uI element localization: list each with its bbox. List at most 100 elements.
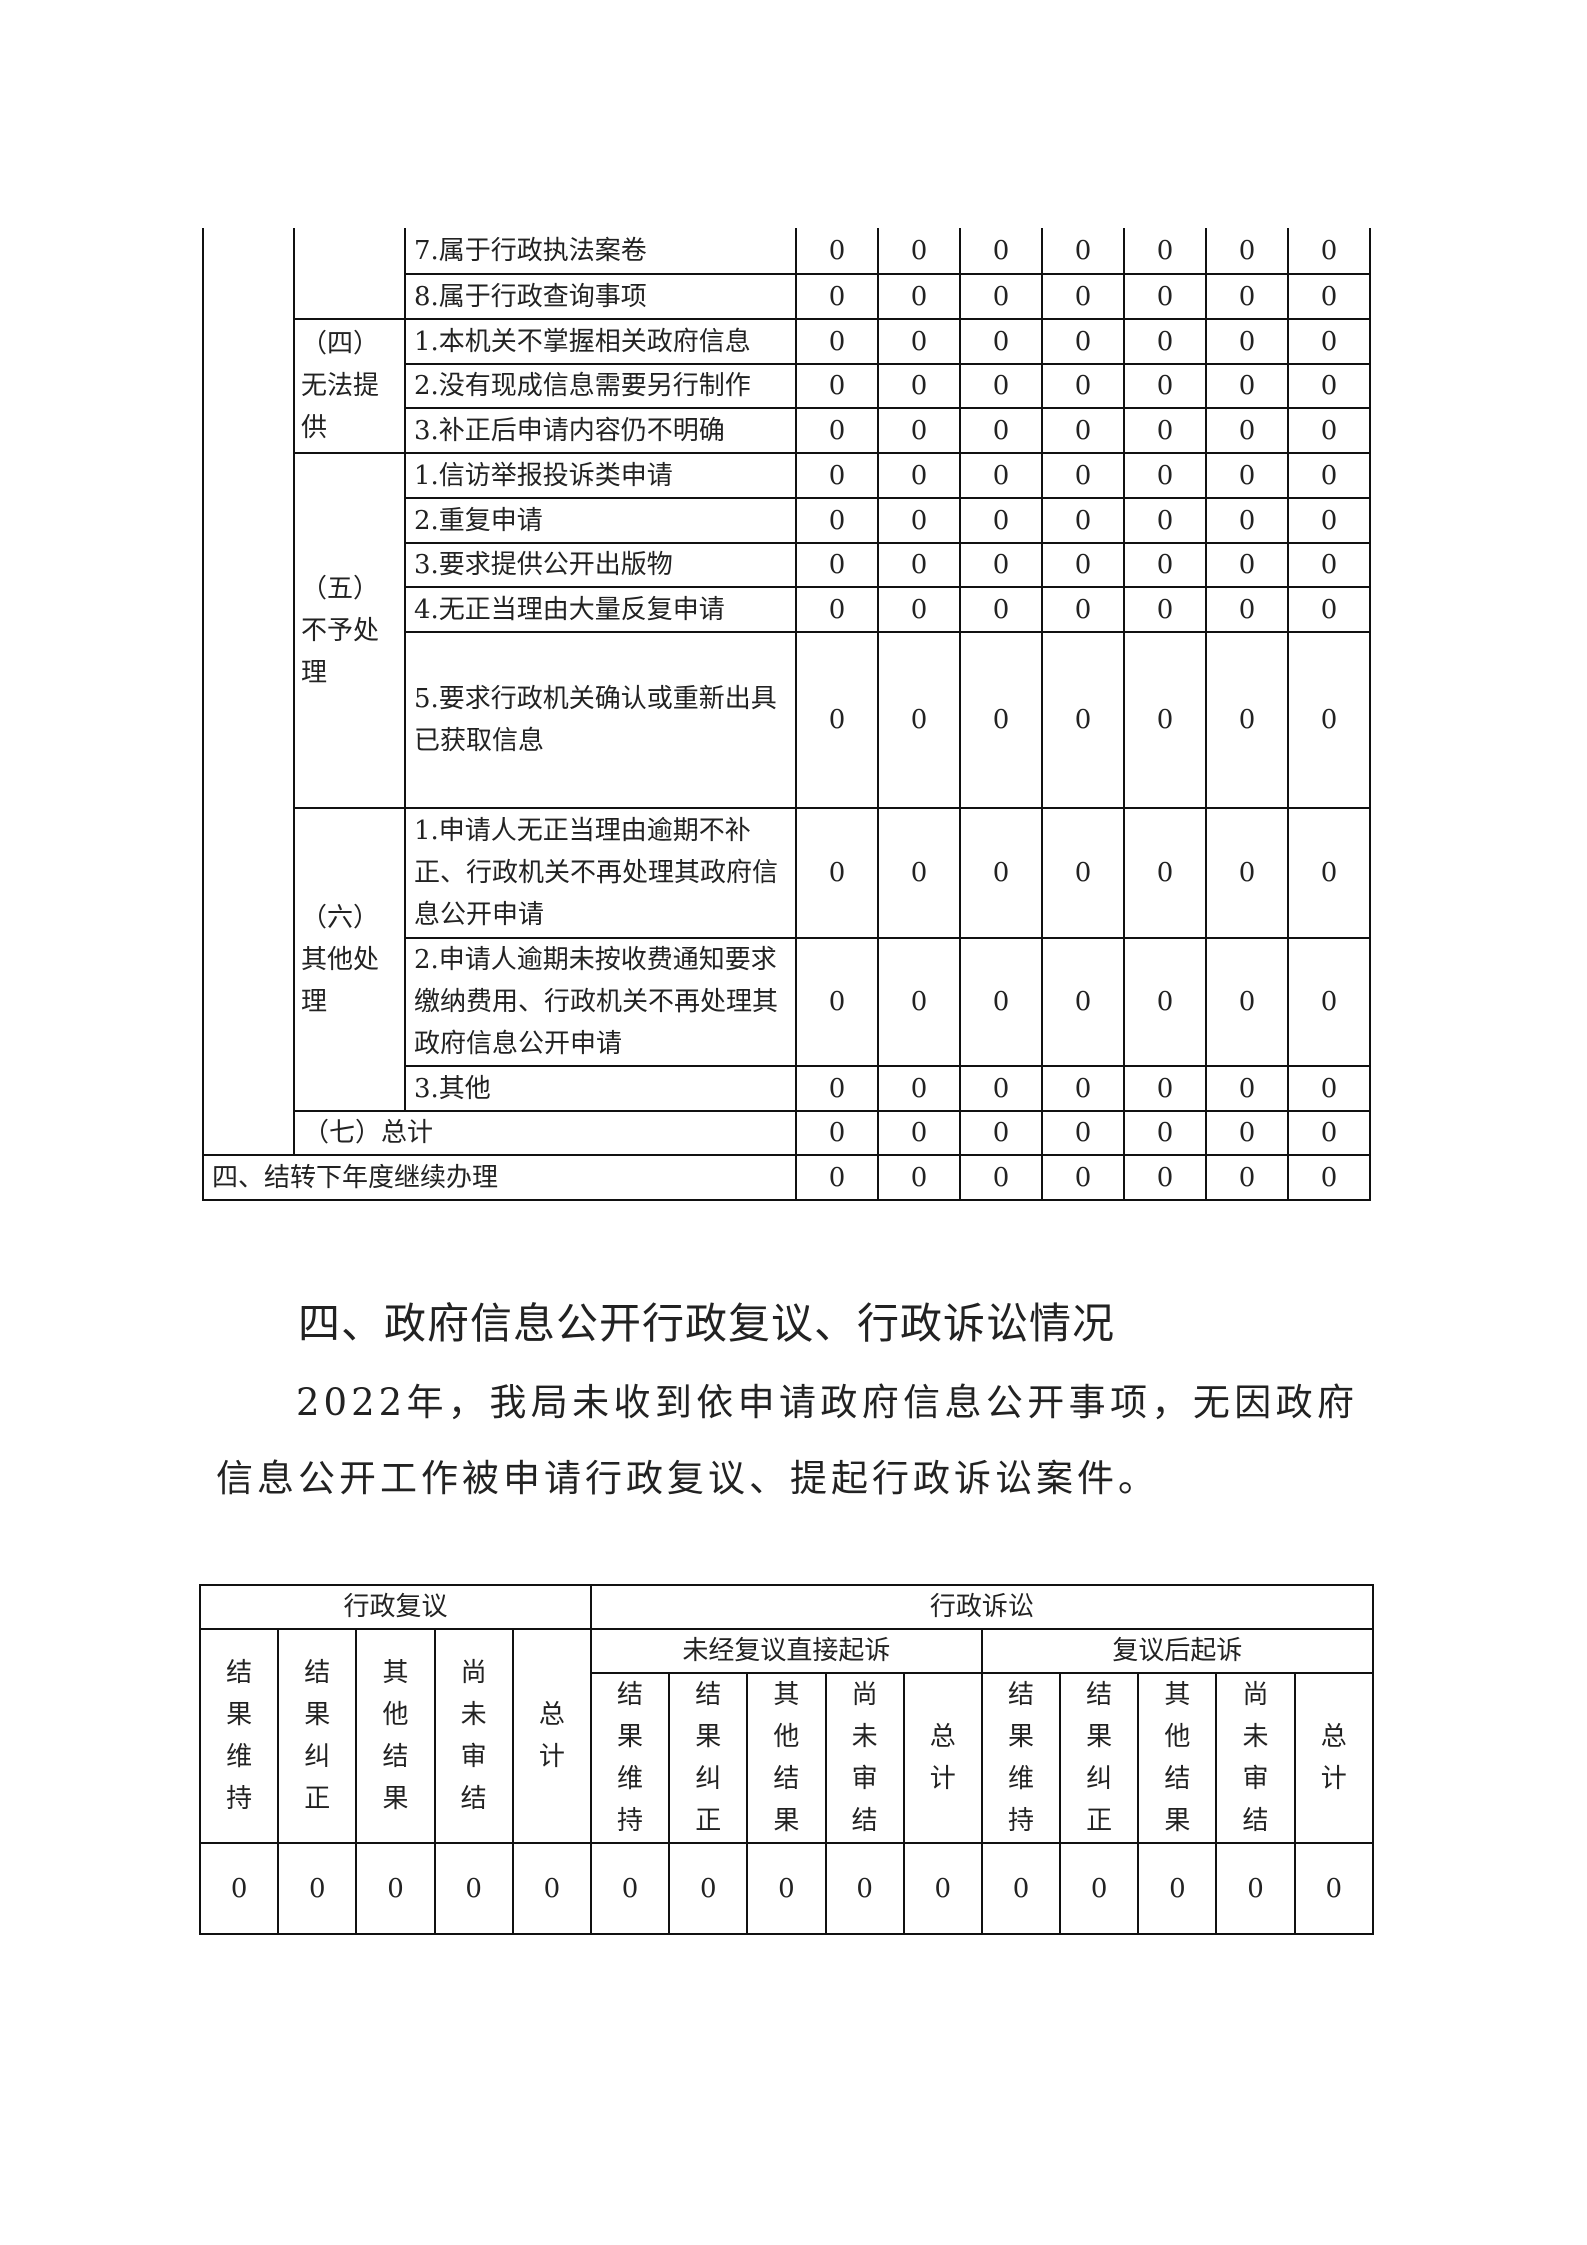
value-cell: 0	[1041, 228, 1125, 275]
litigation-col-header: 结果维持	[589, 1672, 671, 1844]
value-cell: 0	[1123, 1065, 1207, 1112]
value-cell: 0	[1041, 452, 1125, 499]
value-cell: 0	[746, 1842, 827, 1935]
value-cell: 0	[355, 1842, 436, 1935]
litigation-col-header: 结果维持	[980, 1672, 1062, 1844]
review-col-header: 尚未审结	[433, 1628, 514, 1844]
value-cell: 0	[1123, 807, 1207, 939]
row-label: 1.申请人无正当理由逾期不补正、行政机关不再处理其政府信息公开申请	[404, 807, 797, 939]
value-cell: 0	[1205, 363, 1289, 409]
value-cell: 0	[1123, 363, 1207, 409]
value-cell: 0	[795, 407, 879, 454]
value-cell: 0	[959, 937, 1043, 1067]
value-cell: 0	[668, 1842, 749, 1935]
value-cell: 0	[1041, 273, 1125, 320]
value-cell: 0	[1123, 497, 1207, 544]
row-label: 4.无正当理由大量反复申请	[404, 586, 797, 633]
value-cell: 0	[1293, 1842, 1374, 1935]
litigation-col-header: 其他结果	[746, 1672, 827, 1844]
value-cell: 0	[1287, 807, 1371, 939]
litigation-col-header: 总计	[902, 1672, 983, 1844]
value-cell: 0	[877, 497, 961, 544]
value-cell: 0	[1123, 452, 1207, 499]
value-cell: 0	[877, 228, 961, 275]
value-cell: 0	[1205, 497, 1289, 544]
value-cell: 0	[877, 807, 961, 939]
col-header-text: 总计	[1320, 1722, 1347, 1794]
value-cell: 0	[877, 542, 961, 588]
col-header-text: 其他结果	[382, 1658, 409, 1814]
row-label: 7.属于行政执法案卷	[404, 228, 797, 275]
value-cell: 0	[795, 452, 879, 499]
value-cell: 0	[959, 1065, 1043, 1112]
header-suit-after-review: 复议后起诉	[980, 1628, 1374, 1674]
table-row: 2.没有现成信息需要另行制作 0 0 0 0 0 0 0	[203, 363, 1371, 409]
value-cell: 0	[1287, 1154, 1371, 1201]
value-cell: 0	[959, 318, 1043, 365]
table-row: 3.其他 0 0 0 0 0 0 0	[203, 1065, 1371, 1112]
value-cell: 0	[795, 1110, 879, 1156]
value-cell: 0	[959, 631, 1043, 809]
value-cell: 0	[1205, 807, 1289, 939]
value-cell: 0	[877, 586, 961, 633]
row-label: 2.申请人逾期未按收费通知要求缴纳费用、行政机关不再处理其政府信息公开申请	[404, 937, 797, 1067]
table-row: 2.重复申请 0 0 0 0 0 0 0	[203, 497, 1371, 544]
value-cell: 0	[795, 497, 879, 544]
review-col-header: 结果维持	[198, 1628, 280, 1844]
value-cell: 0	[795, 1065, 879, 1112]
col-header-text: 总计	[929, 1722, 956, 1794]
value-cell: 0	[1041, 1154, 1125, 1201]
value-cell: 0	[1287, 937, 1371, 1067]
col-header-text: 结果纠正	[1086, 1680, 1113, 1836]
col-header-text: 其他结果	[1164, 1680, 1191, 1836]
value-cell: 0	[959, 586, 1043, 633]
category-five: （五）不予处理	[293, 452, 406, 809]
value-cell: 0	[795, 1154, 879, 1201]
value-cell: 0	[1205, 1154, 1289, 1201]
value-cell: 0	[1123, 542, 1207, 588]
value-cell: 0	[1123, 586, 1207, 633]
value-cell: 0	[877, 273, 961, 320]
value-cell: 0	[795, 586, 879, 633]
category-four: （四）无法提供	[293, 318, 406, 454]
row-label: （七）总计	[293, 1110, 797, 1156]
row-label: 四、结转下年度继续办理	[202, 1154, 797, 1201]
header-direct-suit: 未经复议直接起诉	[589, 1628, 983, 1674]
col-header-text: 尚未审结	[851, 1680, 878, 1836]
category-cell	[293, 228, 406, 320]
review-col-header: 结果纠正	[277, 1628, 358, 1844]
table-row: 3.要求提供公开出版物 0 0 0 0 0 0 0	[203, 542, 1371, 588]
col-header-text: 尚未审结	[460, 1658, 487, 1814]
value-cell: 0	[877, 1110, 961, 1156]
category-six: （六）其他处理	[293, 807, 406, 1112]
value-cell: 0	[795, 318, 879, 365]
value-cell: 0	[877, 452, 961, 499]
value-cell: 0	[1287, 1065, 1371, 1112]
value-cell: 0	[980, 1842, 1062, 1935]
value-cell: 0	[1123, 937, 1207, 1067]
outer-category-cell	[202, 228, 295, 1156]
litigation-col-header: 其他结果	[1137, 1672, 1218, 1844]
value-cell: 0	[959, 807, 1043, 939]
value-cell: 0	[959, 542, 1043, 588]
value-cell: 0	[511, 1842, 592, 1935]
row-label: 1.信访举报投诉类申请	[404, 452, 797, 499]
value-cell: 0	[1205, 542, 1289, 588]
value-cell: 0	[1287, 363, 1371, 409]
col-header-text: 其他结果	[773, 1680, 800, 1836]
value-cell: 0	[277, 1842, 358, 1935]
value-cell: 0	[198, 1842, 280, 1935]
value-cell: 0	[1123, 1154, 1207, 1201]
value-cell: 0	[1205, 937, 1289, 1067]
value-cell: 0	[795, 807, 879, 939]
table-row: 7.属于行政执法案卷 0 0 0 0 0 0 0	[202, 228, 1371, 1156]
table-row: 8.属于行政查询事项 0 0 0 0 0 0 0	[203, 273, 1371, 320]
review-col-header: 其他结果	[355, 1628, 436, 1844]
table-row: （七）总计 0 0 0 0 0 0 0	[203, 1110, 1371, 1156]
value-cell: 0	[1205, 228, 1289, 275]
value-cell: 0	[1205, 631, 1289, 809]
value-cell: 0	[959, 1154, 1043, 1201]
table-row: （六）其他处理 1.申请人无正当理由逾期不补正、行政机关不再处理其政府信息公开申请…	[203, 807, 1371, 1112]
value-cell: 0	[1287, 273, 1371, 320]
value-cell: 0	[795, 273, 879, 320]
